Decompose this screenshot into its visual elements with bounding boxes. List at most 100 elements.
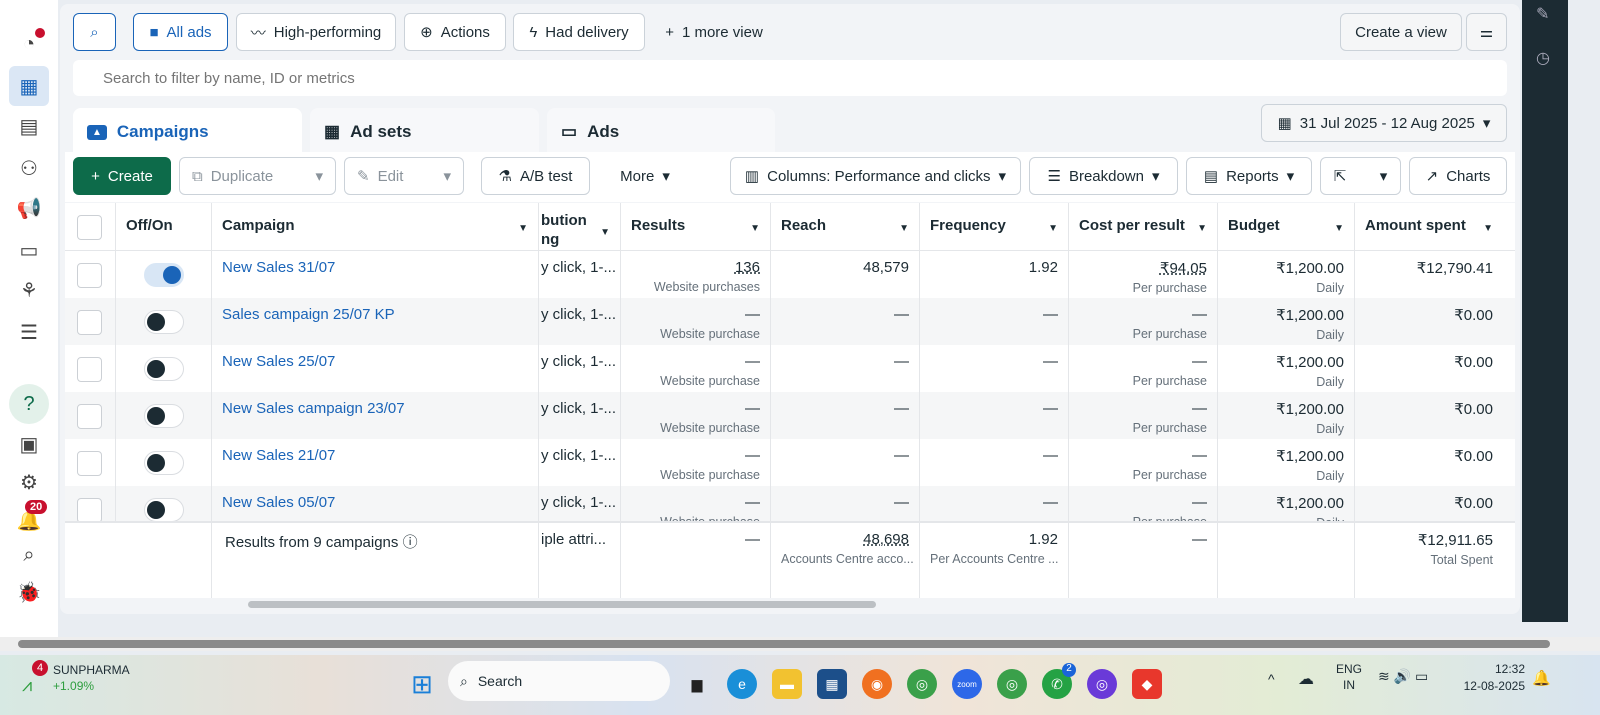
search-toggle-button[interactable]: ⌕ — [73, 13, 116, 51]
row-checkbox[interactable] — [65, 298, 115, 345]
row-checkbox[interactable] — [65, 439, 115, 486]
campaign-toggle[interactable] — [115, 345, 211, 392]
edit-button[interactable]: ✎ Edit ▾ — [344, 157, 464, 195]
budget-cell[interactable]: ₹1,200.00 Daily — [1217, 251, 1354, 298]
view-all-ads[interactable]: ■ All ads — [133, 13, 228, 51]
clock-icon[interactable]: ◷ — [1536, 50, 1550, 67]
campaign-name-link[interactable]: New Sales 31/07 — [211, 251, 538, 298]
campaign-name-link[interactable]: New Sales 21/07 — [211, 439, 538, 486]
billing-icon[interactable]: ▭ — [19, 239, 39, 262]
view-had-delivery[interactable]: ϟ Had delivery — [513, 13, 645, 51]
file-explorer-icon[interactable]: ▬ — [772, 669, 802, 699]
campaign-name[interactable]: Sales campaign 25/07 KP — [222, 306, 395, 323]
header-attribution[interactable]: bution ng ▼ — [538, 203, 620, 250]
pages-icon[interactable]: ▤ — [19, 115, 39, 138]
customize-icon[interactable]: ⚌ — [1466, 13, 1507, 51]
network-status-icon[interactable]: ☁ — [1298, 671, 1314, 688]
header-off-on[interactable]: Off/On — [115, 203, 211, 250]
menu-icon[interactable]: ☰ — [20, 321, 38, 344]
bug-icon[interactable]: 🐞 — [16, 581, 42, 604]
campaign-name-link[interactable]: New Sales campaign 23/07 — [211, 392, 538, 439]
whatsapp-icon[interactable]: ✆ 2 — [1042, 663, 1076, 699]
breakdown-dropdown[interactable]: ☰ Breakdown ▾ — [1029, 157, 1178, 195]
budget-cell[interactable]: ₹1,200.00 Daily — [1217, 392, 1354, 439]
table-horizontal-scrollbar-thumb[interactable] — [248, 601, 876, 608]
budget-cell[interactable]: ₹1,200.00 Daily — [1217, 298, 1354, 345]
header-frequency[interactable]: Frequency ▼ — [919, 203, 1068, 250]
header-amount-spent[interactable]: Amount spent ▼ — [1354, 203, 1503, 250]
zoom-icon[interactable]: zoom — [952, 669, 982, 699]
date-range-picker[interactable]: ▦ 31 Jul 2025 - 12 Aug 2025 ▾ — [1261, 104, 1507, 142]
campaign-name-link[interactable]: New Sales 25/07 — [211, 345, 538, 392]
search-input[interactable] — [73, 60, 1507, 96]
help-icon[interactable]: ? — [9, 384, 49, 424]
campaign-name[interactable]: New Sales 25/07 — [222, 353, 336, 370]
tab-ad-sets[interactable]: ▦ Ad sets — [310, 108, 539, 156]
dashboard-icon[interactable]: ◔ — [9, 24, 49, 64]
more-button[interactable]: More ▾ — [600, 157, 690, 195]
show-hidden-icons[interactable]: ^ — [1268, 671, 1275, 687]
campaign-name[interactable]: New Sales campaign 23/07 — [222, 400, 405, 417]
header-campaign[interactable]: Campaign ▼ — [211, 203, 538, 250]
settings-icon[interactable]: ⚙ — [20, 471, 38, 494]
taskbar-search[interactable]: ⌕ Search — [448, 661, 670, 701]
news-icon[interactable]: ▣ — [19, 433, 39, 456]
create-button[interactable]: + Create — [73, 157, 171, 195]
tab-campaigns[interactable]: ▲ Campaigns — [73, 108, 302, 156]
info-icon[interactable]: ⓘ — [402, 534, 418, 551]
scrollbar-thumb[interactable] — [18, 640, 1550, 648]
chrome-profile-icon[interactable]: ◎ — [997, 669, 1027, 699]
notifications-icon[interactable]: 🔔 20 — [9, 500, 49, 540]
wifi-volume-battery-icons[interactable]: ≋ 🔊 ▭ — [1378, 668, 1429, 684]
search-icon[interactable]: ⌕ — [23, 543, 35, 566]
audiences-icon[interactable]: ⚇ — [20, 157, 38, 180]
browser-horizontal-scrollbar[interactable] — [0, 637, 1600, 651]
notification-bell-icon[interactable]: 🔔 — [1532, 670, 1551, 687]
campaign-toggle[interactable] — [115, 392, 211, 439]
campaign-name[interactable]: New Sales 05/07 — [222, 494, 336, 511]
view-high-performing[interactable]: 〰 High-performing — [236, 13, 396, 51]
view-actions[interactable]: ⊕ Actions — [404, 13, 506, 51]
header-budget[interactable]: Budget ▼ — [1217, 203, 1354, 250]
anydesk-icon[interactable]: ◆ — [1132, 669, 1162, 699]
store-icon[interactable]: ▦ — [817, 669, 847, 699]
budget-cell[interactable]: ₹1,200.00 Daily — [1217, 345, 1354, 392]
chrome-icon[interactable]: ◎ — [907, 669, 937, 699]
header-cost-per-result[interactable]: Cost per result ▼ — [1068, 203, 1217, 250]
amount-spent-cell: ₹0.00 — [1354, 439, 1503, 486]
row-checkbox[interactable] — [65, 345, 115, 392]
budget-cell[interactable]: ₹1,200.00 Daily — [1217, 439, 1354, 486]
row-checkbox[interactable] — [65, 392, 115, 439]
header-results[interactable]: Results ▼ — [620, 203, 770, 250]
edge-icon[interactable]: e — [727, 669, 757, 699]
clock[interactable]: 12:32 12-08-2025 — [1460, 661, 1525, 695]
row-checkbox[interactable] — [65, 251, 115, 298]
firefox-icon[interactable]: ◉ — [862, 669, 892, 699]
ab-test-button[interactable]: ⚗ A/B test — [481, 157, 590, 195]
columns-dropdown[interactable]: ▥ Columns: Performance and clicks ▾ — [730, 157, 1021, 195]
tab-ads[interactable]: ▭ Ads — [547, 108, 775, 156]
windows-start-icon[interactable]: ⊞ — [411, 668, 433, 699]
campaign-toggle[interactable] — [115, 439, 211, 486]
task-view-icon[interactable]: ▆ — [691, 675, 703, 692]
create-view-button[interactable]: Create a view — [1340, 13, 1462, 51]
more-views-button[interactable]: +1 more view — [654, 13, 774, 51]
chrome-profile-k-icon[interactable]: ◎ — [1087, 669, 1117, 699]
campaign-name[interactable]: New Sales 21/07 — [222, 447, 336, 464]
duplicate-button[interactable]: ⧉ Duplicate ▾ — [179, 157, 336, 195]
campaign-name-link[interactable]: New Sales 05/07 — [211, 486, 538, 533]
pencil-icon[interactable]: ✎ — [1536, 6, 1550, 23]
reports-dropdown[interactable]: ▤ Reports ▾ — [1186, 157, 1312, 195]
campaign-toggle[interactable] — [115, 298, 211, 345]
campaign-toggle[interactable] — [115, 251, 211, 298]
language-indicator[interactable]: ENG IN — [1336, 661, 1362, 693]
campaign-name[interactable]: New Sales 31/07 — [222, 259, 336, 276]
network-icon[interactable]: ⚘ — [20, 279, 38, 302]
ads-icon[interactable]: 📢 — [16, 197, 42, 220]
select-all-checkbox[interactable] — [65, 203, 115, 250]
campaigns-table-icon[interactable]: ▦ — [9, 66, 49, 106]
export-button[interactable]: ⇱ ▾ — [1320, 157, 1401, 195]
header-reach[interactable]: Reach ▼ — [770, 203, 919, 250]
charts-button[interactable]: ↗ Charts — [1409, 157, 1507, 195]
campaign-name-link[interactable]: Sales campaign 25/07 KP — [211, 298, 538, 345]
